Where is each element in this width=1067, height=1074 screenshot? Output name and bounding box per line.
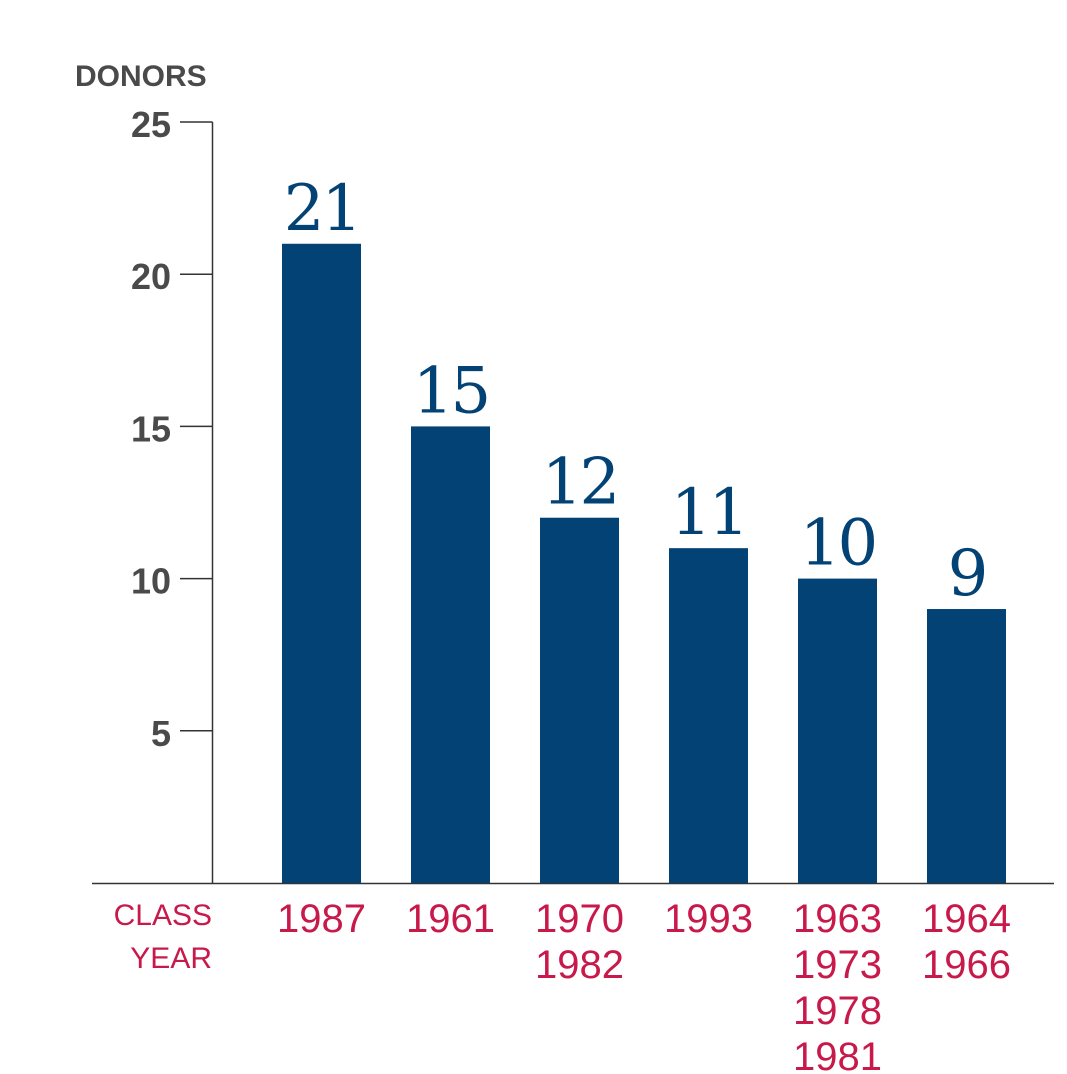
category-label: 1993	[664, 897, 753, 941]
y-tick-label: 20	[131, 256, 171, 297]
category-label: 1973	[793, 943, 882, 987]
bar	[798, 578, 877, 883]
x-axis-title-line: YEAR	[130, 942, 212, 975]
bar-value-label: 11	[671, 476, 746, 550]
y-tick-label: 15	[131, 408, 171, 449]
bar-value-label: 12	[542, 446, 617, 520]
category-label: 1982	[535, 943, 624, 987]
bar	[540, 517, 619, 883]
bar-value-label: 15	[413, 354, 488, 428]
x-axis-title-line: CLASS	[114, 899, 212, 932]
bars	[282, 243, 1006, 883]
category-label: 1963	[793, 897, 882, 941]
bar	[411, 426, 490, 883]
bar	[282, 243, 361, 883]
x-axis-title: CLASS YEAR	[114, 899, 212, 975]
value-labels: 21 15 12 11 10 9	[284, 172, 989, 611]
category-label: 1961	[406, 897, 495, 941]
category-label: 1964	[922, 897, 1011, 941]
bar	[669, 548, 748, 883]
bar-value-label: 9	[948, 537, 986, 611]
bar	[927, 609, 1006, 883]
y-axis-title: DONORS	[75, 60, 207, 93]
y-tick-label: 25	[131, 104, 171, 145]
category-label: 1966	[922, 943, 1011, 987]
y-tick-label: 5	[151, 713, 171, 754]
category-label: 1978	[793, 989, 882, 1033]
category-label: 1987	[277, 897, 366, 941]
bar-value-label: 10	[800, 507, 875, 581]
y-tick-label: 10	[131, 561, 171, 602]
category-label: 1981	[793, 1035, 882, 1074]
bar-value-label: 21	[284, 172, 359, 246]
y-axis-ticks: 5 10 15 20 25	[131, 104, 213, 754]
category-label: 1970	[535, 897, 624, 941]
